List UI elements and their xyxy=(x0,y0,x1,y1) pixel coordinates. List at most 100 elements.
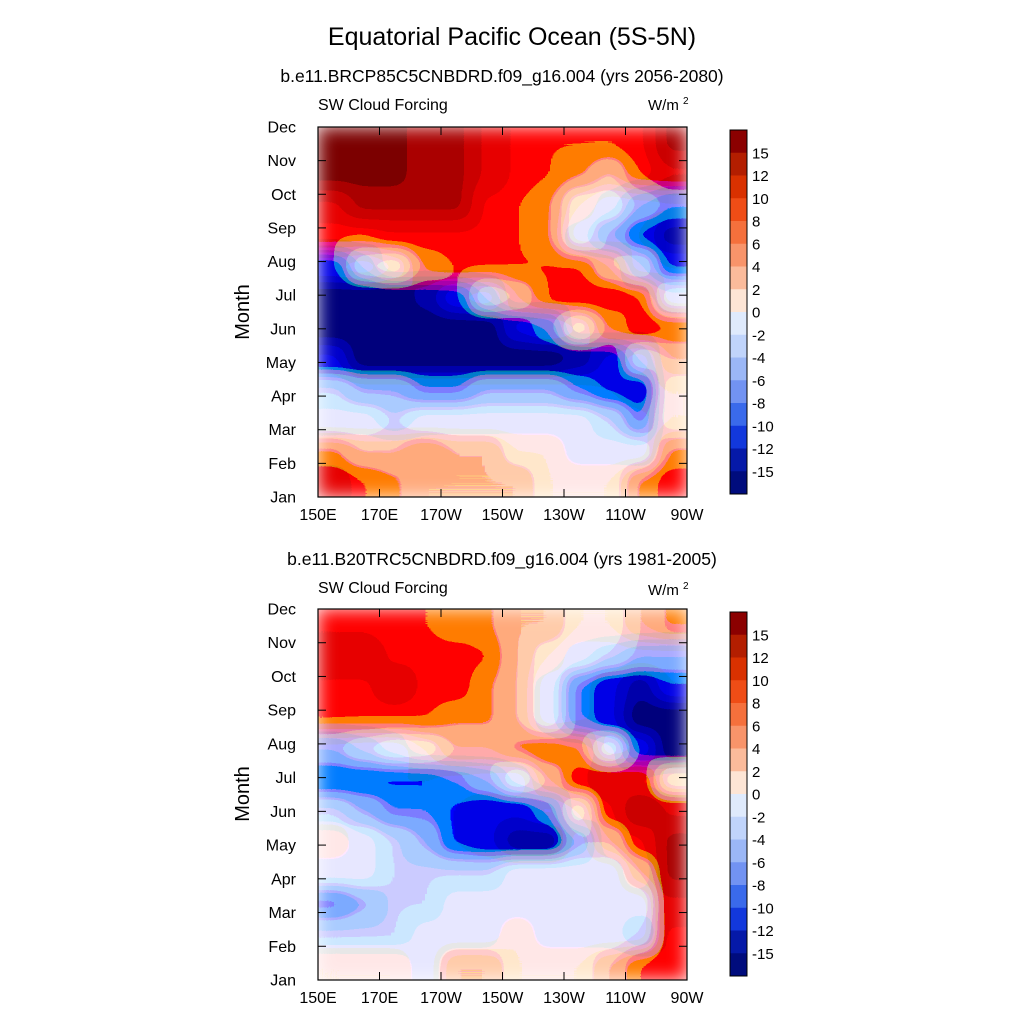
panel-bottom-cell xyxy=(471,639,504,672)
panel-top-cell xyxy=(471,188,504,220)
colorbar-label: 4 xyxy=(752,741,760,758)
panel-bottom-ytick-label: Jul xyxy=(276,770,296,787)
colorbar-swatch xyxy=(730,748,747,772)
panel-bottom-cell xyxy=(471,824,504,857)
colorbar-swatch xyxy=(730,448,747,472)
panel-bottom-cell xyxy=(655,763,687,795)
colorbar-label: -10 xyxy=(752,418,774,435)
panel-top-cell xyxy=(594,249,627,282)
panel-bottom-cell xyxy=(318,670,350,703)
panel-bottom-cell xyxy=(318,763,350,795)
panel-top-cell xyxy=(379,311,411,344)
colorbar-swatch xyxy=(730,953,747,977)
panel-bottom-cell xyxy=(318,639,350,672)
colorbar-label: 15 xyxy=(752,627,769,644)
panel-bottom-cell xyxy=(440,886,473,919)
panel-top-cell xyxy=(379,127,411,159)
panel-bottom-cell xyxy=(379,732,411,765)
colorbar-swatch xyxy=(730,266,747,290)
panel-bottom-cell xyxy=(440,701,473,734)
panel-bottom-cell xyxy=(563,670,596,703)
panel-bottom-cell xyxy=(532,824,565,857)
panel-bottom-cell xyxy=(655,917,687,950)
panel-bottom-cell xyxy=(379,824,411,857)
panel-top-ticks: 150E 170E 170W 150W 130W 110W 90W Jan Feb Mar Apr M… xyxy=(266,120,705,525)
panel-top-plot-area xyxy=(318,127,687,497)
panel-top: b.e11.BRCP85C5CNBDRD.f09_g16.004 (yrs 20… xyxy=(232,66,724,524)
panel-bottom-cell xyxy=(318,855,350,888)
panel-top-cell xyxy=(471,404,504,436)
panel-top-cell xyxy=(318,342,350,375)
colorbar-label: -8 xyxy=(752,396,765,413)
panel-bottom-ylabel: Month xyxy=(232,766,254,822)
panel-top-cell xyxy=(563,465,596,497)
panel-bottom-cell xyxy=(502,670,534,703)
panel-bottom-cell xyxy=(440,794,473,826)
panel-bottom-cell xyxy=(379,609,411,641)
panel-bottom-xtick-label: 130W xyxy=(543,990,586,1007)
panel-top-cell xyxy=(594,465,627,497)
colorbar-swatch xyxy=(730,657,747,681)
panel-bottom-cell xyxy=(532,670,565,703)
panel-top-cell xyxy=(594,157,627,190)
panel-bottom-cell xyxy=(625,609,657,641)
colorbar-label: -15 xyxy=(752,464,774,481)
panel-bottom-cell xyxy=(625,824,657,857)
panel-bottom-cell xyxy=(563,732,596,765)
panel-bottom-cell xyxy=(625,794,657,826)
panel-bottom-cell xyxy=(502,639,534,672)
panel-bottom-cell xyxy=(471,609,504,641)
colorbar-label: 2 xyxy=(752,282,760,299)
panel-bottom-ytick-label: Oct xyxy=(271,669,296,686)
colorbar-swatch xyxy=(730,175,747,199)
panel-bottom-cell xyxy=(348,732,381,765)
panel-top-cell xyxy=(502,188,534,220)
colorbar-label: 8 xyxy=(752,696,760,713)
panel-bottom-xtick-label: 170E xyxy=(361,990,398,1007)
colorbar-swatch xyxy=(730,471,747,495)
panel-top-cell xyxy=(471,465,504,497)
panel-top-cell xyxy=(532,465,565,497)
panel-top-cell xyxy=(563,404,596,436)
panel-bottom-ticks: 150E 170E 170W 150W 130W 110W 90W Jan Feb Mar Apr M… xyxy=(266,602,705,1008)
panel-bottom-cell xyxy=(563,794,596,826)
colorbar-swatch xyxy=(730,357,747,381)
panel-top-cell xyxy=(440,219,473,251)
panel-top-cell xyxy=(594,188,627,220)
panel-bottom-cell xyxy=(379,855,411,888)
panel-bottom-ytick-label: Nov xyxy=(268,635,296,652)
colorbar-swatch xyxy=(730,839,747,863)
panel-top-xtick-label: 170W xyxy=(420,507,463,524)
panel-bottom-cell xyxy=(348,639,381,672)
panel-top-cell xyxy=(348,188,381,220)
panel-bottom-cell xyxy=(409,855,442,888)
panel-bottom-xtick-label: 110W xyxy=(605,990,647,1007)
panel-bottom-cell xyxy=(625,886,657,919)
panel-top-cell xyxy=(502,311,534,344)
panel-bottom-cell xyxy=(563,948,596,980)
panel-bottom-xtick-label: 150E xyxy=(299,990,336,1007)
panel-bottom-cell xyxy=(563,763,596,795)
panel-top-cell xyxy=(594,311,627,344)
panel-bottom-cell xyxy=(532,917,565,950)
colorbar-label: 0 xyxy=(752,787,760,804)
panel-top-cell xyxy=(471,127,504,159)
colorbar-swatch xyxy=(730,816,747,840)
colorbar-label: 15 xyxy=(752,145,769,162)
panel-bottom-cell xyxy=(318,824,350,857)
panel-top-ylabel: Month xyxy=(232,284,254,340)
panel-top-cell xyxy=(655,342,687,375)
colorbar-label: 0 xyxy=(752,305,760,322)
panel-top-cell xyxy=(379,465,411,497)
panel-top-cell xyxy=(655,127,687,159)
panel-top-cell xyxy=(502,404,534,436)
panel-bottom-cell xyxy=(594,886,627,919)
panel-top-cell xyxy=(655,188,687,220)
colorbar-label: 12 xyxy=(752,168,769,185)
panel-bottom-cell xyxy=(379,763,411,795)
panel-bottom-cell xyxy=(502,917,534,950)
panel-top-xtick-label: 130W xyxy=(543,507,586,524)
panel-bottom-cell xyxy=(348,794,381,826)
panel-bottom-cell xyxy=(379,794,411,826)
panel-top-ytick-label: Apr xyxy=(271,389,297,406)
